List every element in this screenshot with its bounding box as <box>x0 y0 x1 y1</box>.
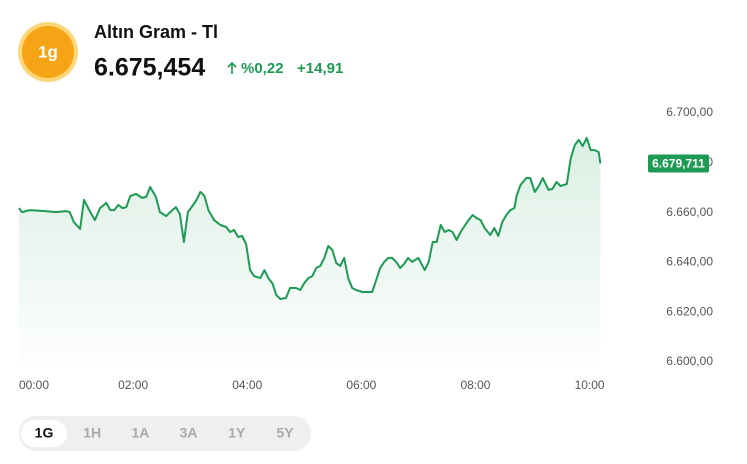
range-button[interactable]: 1G <box>35 425 54 441</box>
area <box>19 137 601 362</box>
x-tick-label: 06:00 <box>346 378 376 392</box>
y-tick-label: 6.640,00 <box>666 255 713 269</box>
price-line <box>18 136 602 300</box>
x-tick-label: 04:00 <box>232 378 262 392</box>
x-tick-label: 02:00 <box>118 378 148 392</box>
range-button[interactable]: 1H <box>83 425 101 441</box>
y-tick-label: 6.700,00 <box>666 105 713 119</box>
x-tick-label: 10:00 <box>575 378 605 392</box>
range-button[interactable]: 1Y <box>228 425 246 441</box>
range-button[interactable]: 5Y <box>276 425 294 441</box>
range-group <box>19 416 311 451</box>
x-tick-label: 00:00 <box>19 378 49 392</box>
change-percent: %0,22 <box>241 60 284 77</box>
title: Altın Gram - Tl <box>94 22 218 42</box>
y-tick-label: 6.660,00 <box>666 205 713 219</box>
price: 6.675,454 <box>94 54 205 82</box>
range-button[interactable]: 1A <box>131 425 149 441</box>
change: +14,91 <box>297 60 343 77</box>
plot: 6.600,006.620,006.640,006.660,006.680,00… <box>18 105 713 392</box>
y-tick-label: 6.600,00 <box>666 354 713 368</box>
icon-text: 1g <box>38 42 58 61</box>
range-buttons: 1G 1H 1A 3A 1Y 5Y <box>21 420 294 447</box>
current-price-tag <box>648 154 709 173</box>
y-tick-label: 6.620,00 <box>666 304 713 318</box>
range-button-active[interactable] <box>21 420 67 447</box>
x-tick-label: 08:00 <box>460 378 490 392</box>
icon <box>22 26 74 78</box>
current-price-label: 6.679,711 <box>652 157 705 171</box>
range-button[interactable]: 3A <box>180 425 198 441</box>
up-arrow <box>227 61 237 74</box>
